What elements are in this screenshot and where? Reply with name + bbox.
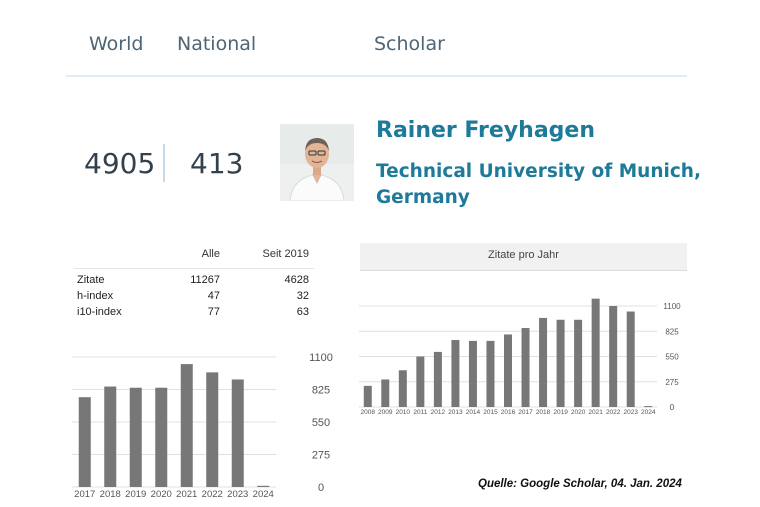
bar-2013[interactable] <box>451 339 460 407</box>
x-tick-label: 2017 <box>518 409 533 416</box>
header-divider <box>66 75 687 77</box>
row-value-all: 77 <box>207 306 220 318</box>
x-tick-label: 2019 <box>125 489 146 500</box>
row-label[interactable]: i10-index <box>77 306 122 318</box>
x-tick-label: 2009 <box>378 409 393 416</box>
national-rank: 413 <box>190 147 244 180</box>
bar-2009[interactable] <box>381 379 390 407</box>
citation-stats-table: Alle Seit 2019 Zitate 11267 4628 h-index… <box>74 248 314 322</box>
x-tick-label: 2017 <box>74 489 95 500</box>
world-rank: 4905 <box>84 147 156 180</box>
bar-2015[interactable] <box>486 340 495 407</box>
x-tick-label: 2021 <box>588 409 603 416</box>
bar-2021[interactable] <box>591 298 600 407</box>
bar-2018[interactable] <box>104 386 117 487</box>
row-value-since: 63 <box>296 306 309 318</box>
row-label[interactable]: h-index <box>77 290 114 302</box>
table-header: Alle Seit 2019 <box>74 248 314 268</box>
bar-2008[interactable] <box>363 385 372 407</box>
bar-2016[interactable] <box>504 334 512 407</box>
bar-2023[interactable] <box>231 379 244 487</box>
y-tick-label: 1100 <box>309 352 333 364</box>
x-tick-label: 2020 <box>571 409 586 416</box>
y-tick-label: 825 <box>665 327 679 336</box>
row-value-since: 4628 <box>284 274 309 286</box>
x-tick-label: 2024 <box>253 489 274 500</box>
bar-2020[interactable] <box>155 387 168 487</box>
bar-2024[interactable] <box>257 485 270 487</box>
profile-name[interactable]: Rainer Freyhagen <box>376 118 595 143</box>
row-value-since: 32 <box>296 290 309 302</box>
x-tick-label: 2018 <box>100 489 121 500</box>
tab-scholar[interactable]: Scholar <box>374 33 445 55</box>
table-row: Zitate 11267 4628 <box>74 274 314 290</box>
bar-2019[interactable] <box>129 387 142 487</box>
x-tick-label: 2022 <box>606 409 621 416</box>
x-tick-label: 2020 <box>151 489 172 500</box>
x-tick-label: 2011 <box>413 409 427 416</box>
header-cell-since-2019: Seit 2019 <box>262 248 309 260</box>
tab-world[interactable]: World <box>89 33 144 55</box>
bar-2024[interactable] <box>644 406 653 408</box>
chart-title-bar: Zitate pro Jahr <box>360 243 687 271</box>
institution-line-2: Germany <box>376 187 470 208</box>
x-tick-label: 2023 <box>623 409 638 416</box>
y-tick-label: 550 <box>665 353 679 362</box>
institution-line-1: Technical University of Munich, <box>376 161 702 182</box>
bar-2017[interactable] <box>521 328 530 407</box>
y-tick-label: 825 <box>312 385 330 397</box>
bar-2017[interactable] <box>78 397 91 487</box>
y-tick-label: 0 <box>670 403 675 412</box>
row-value-all: 47 <box>207 290 220 302</box>
bar-2022[interactable] <box>609 306 618 407</box>
source-note: Quelle: Google Scholar, 04. Jan. 2024 <box>478 478 682 490</box>
bar-2022[interactable] <box>206 372 219 487</box>
x-tick-label: 2012 <box>431 409 446 416</box>
x-tick-label: 2015 <box>483 409 498 416</box>
row-label[interactable]: Zitate <box>77 274 105 286</box>
x-tick-label: 2024 <box>641 409 656 416</box>
y-tick-label: 1100 <box>663 302 681 311</box>
bar-2020[interactable] <box>574 319 583 407</box>
x-tick-label: 2014 <box>466 409 481 416</box>
rank-divider <box>163 144 165 182</box>
x-tick-label: 2016 <box>501 409 516 416</box>
table-divider <box>74 268 314 269</box>
x-tick-label: 2008 <box>361 409 376 416</box>
x-tick-label: 2018 <box>536 409 551 416</box>
y-tick-label: 550 <box>312 417 330 429</box>
profile-institution[interactable]: Technical University of Munich, Germany <box>376 159 706 211</box>
x-tick-label: 2019 <box>553 409 568 416</box>
y-tick-label: 275 <box>312 450 330 462</box>
bar-2023[interactable] <box>626 311 635 407</box>
citations-chart-recent: 1100 825 550 275 0 2017 2018 2019 2020 2021 2022 20… <box>72 352 333 500</box>
bar-2014[interactable] <box>468 340 477 407</box>
bar-2018[interactable] <box>539 317 548 407</box>
row-value-all: 11267 <box>190 274 220 286</box>
table-row: h-index 47 32 <box>74 290 314 306</box>
x-tick-label: 2023 <box>227 489 248 500</box>
x-tick-label: 2021 <box>176 489 197 500</box>
bar-2011[interactable] <box>416 356 425 408</box>
bar-2019[interactable] <box>556 319 565 407</box>
y-tick-label: 0 <box>318 482 324 494</box>
bar-2021[interactable] <box>180 364 193 487</box>
bar-2012[interactable] <box>433 351 442 407</box>
x-tick-label: 2022 <box>202 489 223 500</box>
header-cell-all: Alle <box>201 248 220 260</box>
x-tick-label: 2013 <box>448 409 463 416</box>
bar-2010[interactable] <box>398 370 407 407</box>
profile-photo <box>280 124 354 201</box>
chart-title: Zitate pro Jahr <box>488 249 559 261</box>
x-tick-label: 2010 <box>396 409 411 416</box>
y-tick-label: 275 <box>665 378 679 387</box>
table-row: i10-index 77 63 <box>74 306 314 322</box>
tab-national[interactable]: National <box>177 33 257 55</box>
